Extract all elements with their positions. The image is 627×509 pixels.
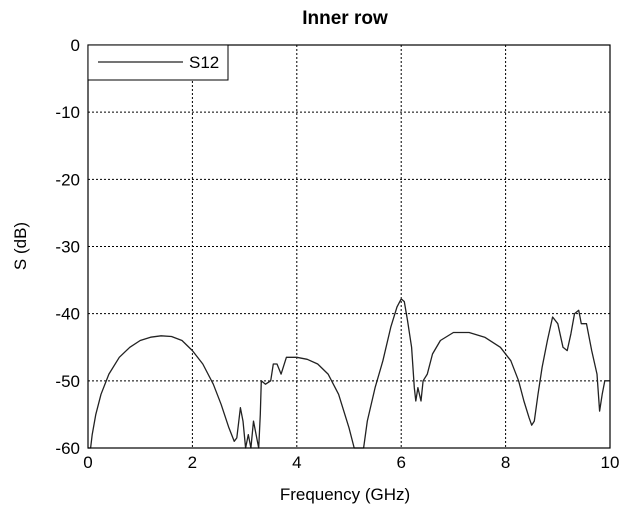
series-line-s12 xyxy=(88,298,610,449)
y-tick-label: -60 xyxy=(55,439,80,458)
y-tick-label: -10 xyxy=(55,103,80,122)
legend-label-s12: S12 xyxy=(189,53,219,72)
chart-title: Inner row xyxy=(302,8,388,29)
y-tick-label: -20 xyxy=(55,170,80,189)
y-tick-label: -50 xyxy=(55,372,80,391)
y-axis-label: S (dB) xyxy=(11,222,30,270)
y-tick-label: -40 xyxy=(55,305,80,324)
y-tick-label: 0 xyxy=(71,36,80,55)
x-tick-label: 4 xyxy=(292,453,301,472)
y-tick-label: -30 xyxy=(55,238,80,257)
x-tick-label: 0 xyxy=(83,453,92,472)
x-tick-label: 6 xyxy=(396,453,405,472)
x-tick-label: 10 xyxy=(601,453,620,472)
x-tick-label: 8 xyxy=(501,453,510,472)
legend: S12 xyxy=(87,44,229,81)
series-layer xyxy=(88,298,610,449)
y-tick-labels: 0 -10 -20 -30 -40 -50 -60 xyxy=(55,36,80,458)
x-tick-label: 2 xyxy=(188,453,197,472)
plot-frame xyxy=(87,44,611,449)
x-axis-label: Frequency (GHz) xyxy=(280,485,410,504)
grid-lines xyxy=(88,45,610,448)
x-tick-labels: 0 2 4 6 8 10 xyxy=(83,453,619,472)
